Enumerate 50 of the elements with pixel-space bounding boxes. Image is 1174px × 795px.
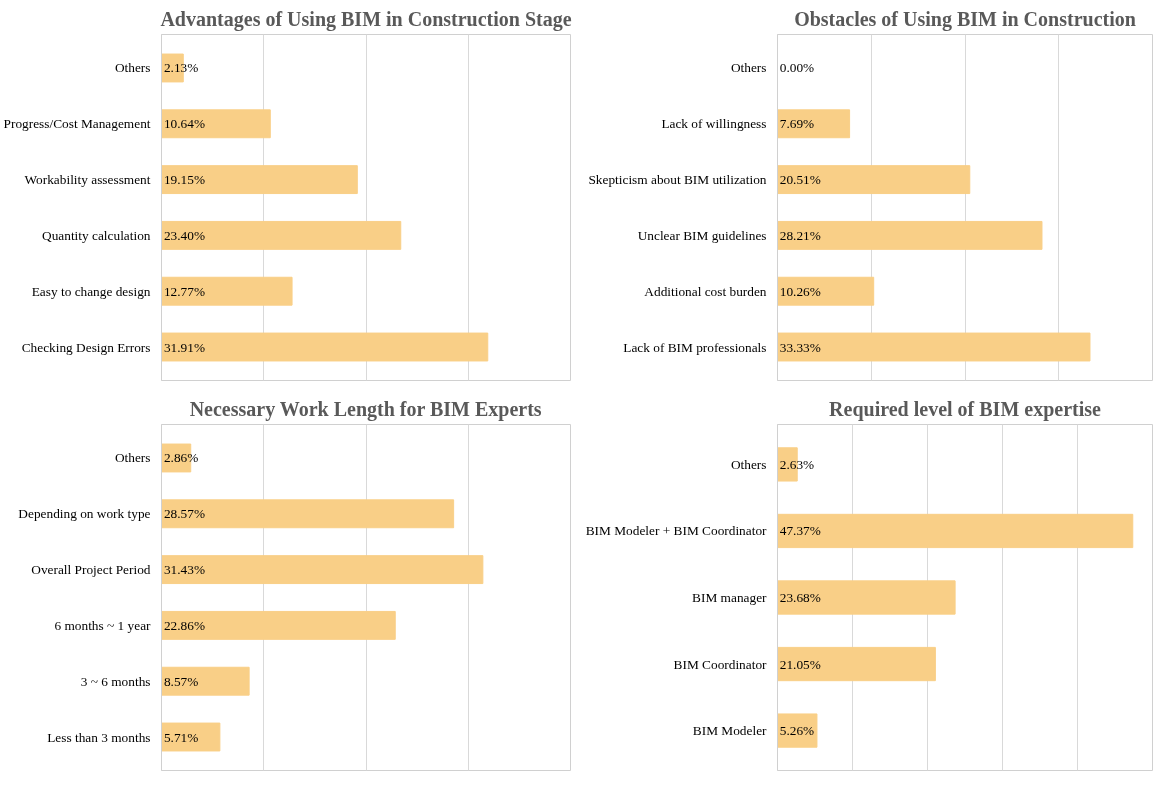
y-tick-label: Lack of BIM professionals — [623, 339, 767, 355]
y-tick-label: Others — [114, 60, 151, 76]
y-tick-label: BIM Modeler + BIM Coordinator — [585, 523, 768, 539]
data-label: 5.26% — [779, 723, 815, 739]
y-tick-label: BIM manager — [692, 590, 768, 605]
chart-title: Advantages of Using BIM in Construction Stage — [160, 7, 572, 31]
chart-title: Obstacles of Using BIM in Construction — [794, 7, 1136, 31]
data-label: 31.91% — [163, 339, 206, 355]
y-tick-label: Others — [730, 60, 767, 76]
y-tick-label: Workability assessment — [24, 172, 151, 188]
data-label: 21.05% — [779, 656, 821, 672]
y-tick-label: Progress/Cost Management — [3, 116, 151, 132]
y-tick-label: Less than 3 months — [47, 729, 151, 745]
data-label: 33.33% — [779, 339, 821, 355]
chart-title: Required level of BIM expertise — [829, 397, 1102, 421]
data-label: 7.69% — [779, 116, 815, 132]
data-label: 8.57% — [163, 673, 199, 689]
y-tick-label: Others — [114, 450, 151, 466]
y-tick-label: Additional cost burden — [644, 283, 767, 299]
y-tick-label: Unclear BIM guidelines — [637, 227, 767, 243]
y-tick-label: Lack of willingness — [661, 116, 767, 132]
y-tick-label: Checking Design Errors — [21, 339, 151, 355]
data-label: 2.13% — [163, 60, 199, 76]
y-tick-label: Easy to change design — [31, 283, 151, 299]
chart-title: Necessary Work Length for BIM Experts — [189, 397, 542, 421]
data-label: 12.77% — [163, 283, 206, 299]
y-tick-label: Quantity calculation — [42, 227, 151, 243]
y-tick-label: BIM Modeler — [692, 723, 768, 739]
data-label: 0.00% — [779, 60, 815, 76]
data-label: 23.68% — [779, 590, 821, 605]
y-tick-label: Depending on work type — [18, 506, 151, 522]
data-label: 10.26% — [779, 283, 821, 299]
data-label: 47.37% — [779, 523, 821, 539]
y-tick-label: Overall Project Period — [31, 562, 151, 578]
data-label: 22.86% — [163, 617, 206, 633]
y-tick-label: BIM Coordinator — [673, 656, 768, 672]
data-label: 19.15% — [163, 172, 206, 188]
data-label: 28.21% — [779, 227, 821, 243]
y-tick-label: 6 months ~ 1 year — [54, 617, 152, 633]
data-label: 28.57% — [163, 506, 206, 522]
data-label: 23.40% — [163, 227, 206, 243]
y-tick-label: Others — [730, 456, 767, 472]
data-label: 5.71% — [163, 729, 199, 745]
data-label: 10.64% — [163, 116, 206, 132]
data-label: 31.43% — [163, 562, 206, 578]
data-label: 2.86% — [163, 450, 199, 466]
y-tick-label: 3 ~ 6 months — [80, 673, 151, 689]
data-label: 2.63% — [779, 456, 815, 472]
y-tick-label: Skepticism about BIM utilization — [588, 172, 767, 188]
data-label: 20.51% — [779, 172, 821, 188]
